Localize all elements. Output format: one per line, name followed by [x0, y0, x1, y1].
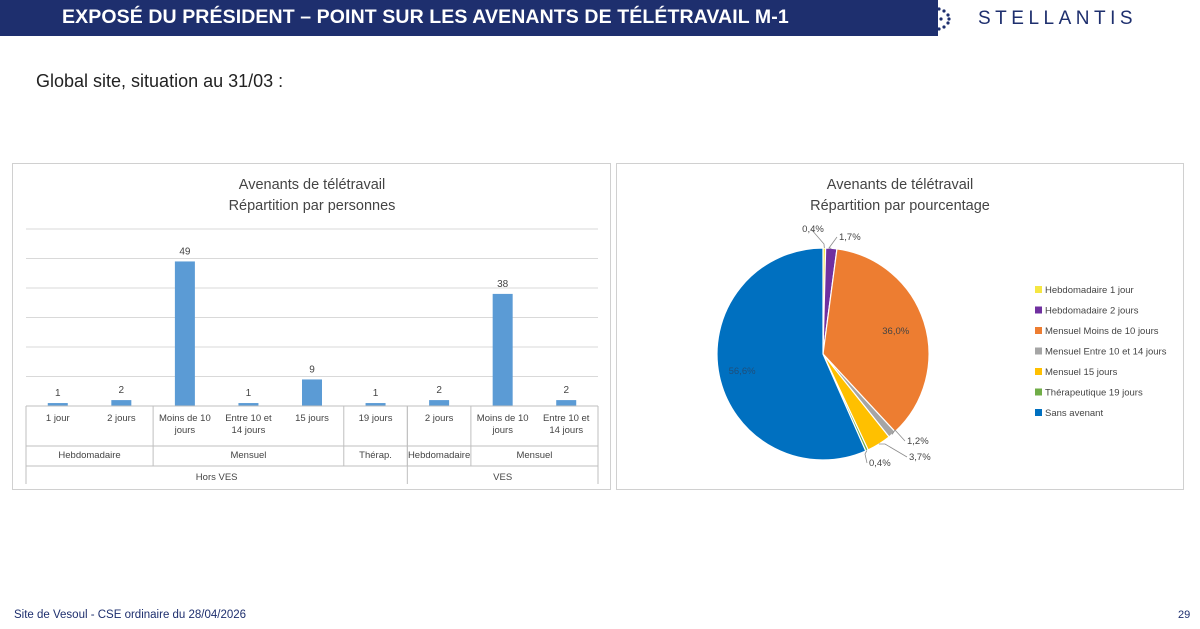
category-tick-label: Entre 10 et 14 jours	[543, 413, 590, 436]
pie-chart-panel: Avenants de télétravail Répartition par …	[616, 163, 1184, 490]
bar-chart: Avenants de télétravail Répartition par …	[25, 177, 599, 484]
legend-swatch	[1035, 347, 1042, 355]
category-tick-label: Moins de 10 jours	[477, 413, 529, 436]
pie-chart-subtitle: Répartition par pourcentage	[810, 198, 990, 214]
leader-line	[810, 228, 825, 249]
legend-swatch	[1035, 286, 1042, 293]
bar	[47, 403, 68, 406]
pie-slice	[716, 247, 867, 461]
slice-value-label: 0,4%	[869, 458, 891, 469]
bar	[111, 400, 132, 406]
legend-entry: Hebdomadaire 1 jour	[1045, 285, 1134, 296]
bar-value-label: 2	[436, 385, 442, 396]
group-label: Hebdomadaire	[58, 450, 120, 461]
legend-swatch	[1035, 306, 1042, 314]
category-tick-label: 2 jours	[107, 413, 136, 424]
bar-value-label: 2	[119, 385, 125, 396]
slice-value-label: 0,4%	[802, 224, 824, 235]
supergroup-label: Hors VES	[196, 472, 238, 483]
pie-chart: Avenants de télétravail Répartition par …	[716, 177, 1167, 469]
page-number: 29	[1178, 609, 1191, 621]
stellantis-logo: STELLANTIS	[978, 8, 1138, 29]
legend-entry: Thérapeutique 19 jours	[1045, 388, 1143, 399]
bar-value-label: 49	[179, 246, 191, 257]
bar-chart-panel: Avenants de télétravail Répartition par …	[12, 163, 611, 490]
category-tick-label: 19 jours	[359, 413, 393, 424]
footer-text: Site de Vesoul - CSE ordinaire du 28/04/…	[14, 609, 247, 621]
bar	[365, 403, 386, 406]
bar-value-label: 9	[309, 364, 315, 375]
logo-dots-icon	[937, 7, 951, 31]
supergroup-label: VES	[493, 472, 512, 483]
bar-chart-title: Avenants de télétravail	[239, 177, 385, 193]
slice-value-label: 1,2%	[907, 436, 929, 447]
legend-swatch	[1035, 388, 1042, 396]
slice-value-label: 3,7%	[909, 452, 931, 463]
category-tick-label: 2 jours	[425, 413, 454, 424]
leader-line	[828, 236, 838, 249]
slice-value-label: 36,0%	[882, 326, 909, 337]
group-label: Thérap.	[359, 450, 392, 461]
bar-value-label: 2	[563, 385, 569, 396]
leader-line	[878, 443, 908, 458]
leader-line	[891, 429, 906, 442]
bar	[302, 379, 322, 406]
slice-value-label: 56,6%	[729, 366, 756, 377]
legend-swatch	[1035, 368, 1042, 375]
bar	[174, 261, 195, 406]
slice-value-label: 1,7%	[839, 232, 861, 243]
pie-slice	[822, 248, 930, 433]
slide-title: EXPOSÉ DU PRÉSIDENT – POINT SUR LES AVEN…	[62, 6, 789, 28]
category-tick-label: 15 jours	[295, 413, 329, 424]
bar-value-label: 1	[246, 388, 252, 399]
bar	[492, 293, 513, 406]
header-bar	[0, 0, 938, 36]
leader-line	[864, 450, 868, 464]
bar	[556, 400, 577, 406]
pie-chart-title: Avenants de télétravail	[827, 177, 973, 193]
bar-value-label: 1	[373, 388, 379, 399]
page-subtitle: Global site, situation au 31/03 :	[36, 71, 284, 91]
legend-entry: Hebdomadaire 2 jours	[1045, 306, 1139, 317]
legend-entry: Mensuel Entre 10 et 14 jours	[1045, 347, 1167, 358]
legend-swatch	[1035, 327, 1042, 334]
category-tick-label: Entre 10 et 14 jours	[225, 413, 272, 436]
bar-value-label: 38	[497, 279, 509, 290]
category-tick-label: 1 jour	[46, 413, 70, 424]
legend-entry: Mensuel Moins de 10 jours	[1045, 326, 1159, 337]
group-label: Hebdomadaire	[408, 450, 470, 461]
group-label: Mensuel	[230, 450, 266, 461]
legend-swatch	[1035, 409, 1042, 416]
bar-chart-subtitle: Répartition par personnes	[229, 198, 396, 214]
legend-entry: Mensuel 15 jours	[1045, 367, 1118, 378]
bar	[429, 400, 450, 406]
legend-entry: Sans avenant	[1045, 408, 1103, 419]
bar-value-label: 1	[55, 388, 61, 399]
group-label: Mensuel	[516, 450, 552, 461]
category-tick-label: Moins de 10 jours	[159, 413, 211, 436]
bar	[238, 403, 259, 406]
